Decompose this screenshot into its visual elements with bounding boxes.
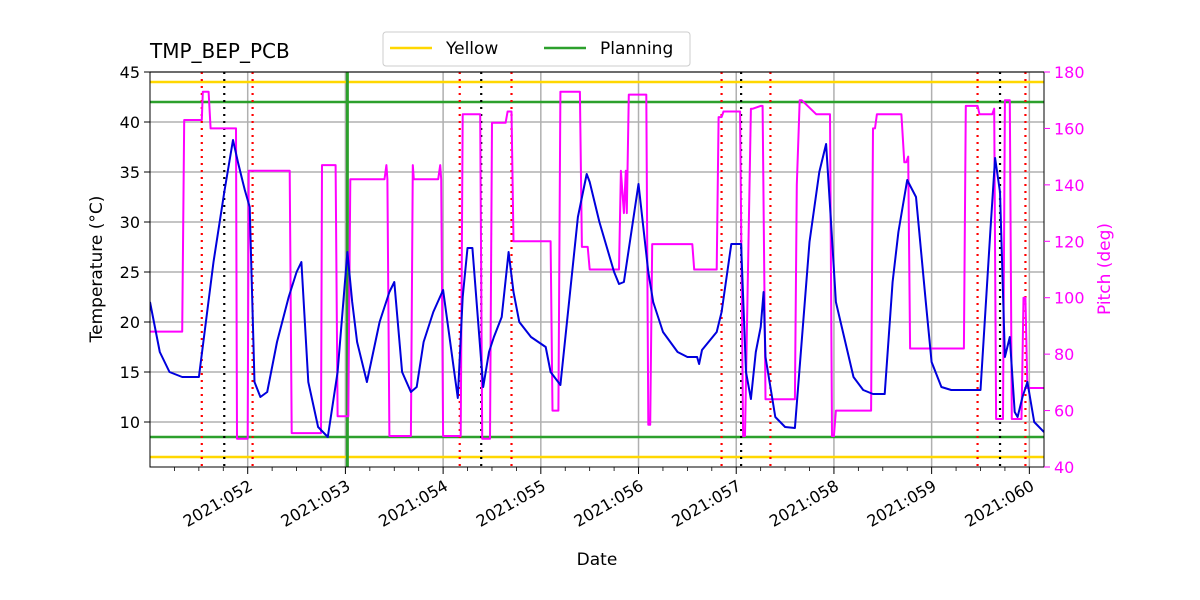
y-tick-label: 30	[120, 213, 140, 232]
series-group	[150, 90, 1044, 440]
legend-label-yellow: Yellow	[445, 39, 498, 59]
x-axis-label: Date	[577, 550, 618, 570]
legend-frame	[382, 31, 691, 67]
plot-frame	[149, 71, 1045, 468]
y2-tick-label: 140	[1054, 176, 1085, 195]
event-lines	[200, 72, 1027, 467]
x-axis: 2021:052 2021:053 2021:054 2021:055 2021:056…	[174, 467, 1037, 531]
x-tick-label: 2021:052	[180, 476, 256, 531]
y-tick-label: 45	[120, 63, 140, 82]
y-axis-left: 10 15 20 25 30 35 40 45	[120, 63, 150, 432]
legend-label-planning: Planning	[600, 39, 673, 59]
y-tick-label: 35	[120, 163, 140, 182]
y2-axis-label: Pitch (deg)	[1095, 223, 1115, 315]
y-tick-label: 15	[120, 363, 140, 382]
y-tick-label: 25	[120, 263, 140, 282]
legend: Yellow Planning	[382, 31, 691, 67]
x-tick-label: 2021:058	[766, 476, 842, 531]
x-tick-label: 2021:059	[864, 476, 940, 531]
y2-tick-label: 60	[1054, 402, 1074, 421]
x-tick-label: 2021:054	[375, 476, 451, 531]
x-tick-label: 2021:053	[278, 476, 354, 531]
y-tick-label: 10	[120, 413, 140, 432]
y-axis-label: Temperature (°C)	[87, 196, 107, 344]
y2-tick-label: 40	[1054, 458, 1074, 477]
x-tick-label: 2021:060	[961, 476, 1037, 531]
x-tick-label: 2021:057	[668, 476, 744, 531]
y2-tick-label: 180	[1054, 63, 1085, 82]
temperature-series-line	[150, 139, 1044, 438]
x-tick-label: 2021:056	[571, 476, 647, 531]
pitch-series-line	[150, 90, 1044, 440]
y2-tick-label: 80	[1054, 345, 1074, 364]
y-tick-label: 20	[120, 313, 140, 332]
y2-tick-label: 120	[1054, 232, 1085, 251]
chart-title: TMP_BEP_PCB	[149, 39, 290, 63]
y-tick-label: 40	[120, 113, 140, 132]
y-axis-right: 40 60 80 100 120 140 160 180	[1044, 63, 1085, 477]
x-tick-label: 2021:055	[473, 476, 549, 531]
limit-lines	[150, 80, 1044, 459]
y2-tick-label: 160	[1054, 119, 1085, 138]
y2-tick-label: 100	[1054, 289, 1085, 308]
